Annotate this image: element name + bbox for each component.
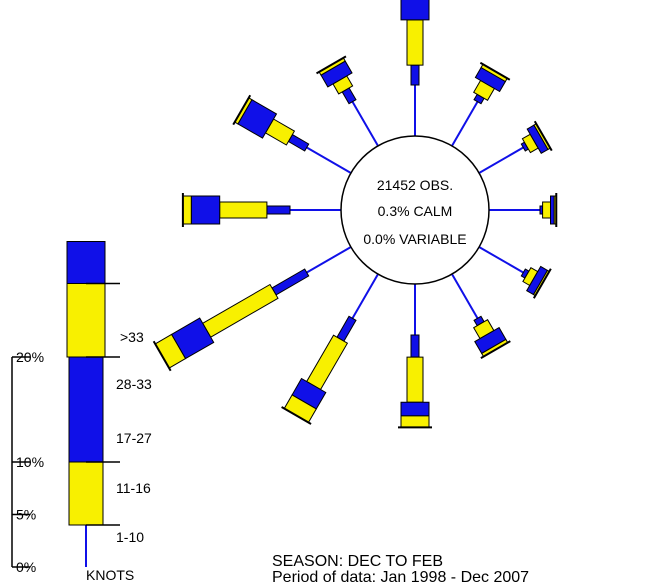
legend-label-0: >33 bbox=[120, 329, 144, 345]
variable-label: 0.0% VARIABLE bbox=[363, 231, 466, 247]
bar-270-band-3 bbox=[219, 201, 268, 219]
legend-label-2: 17-27 bbox=[116, 430, 152, 446]
obs-count-label: 21452 OBS. bbox=[377, 177, 453, 193]
rose-spokes bbox=[290, 85, 540, 335]
bar-180-band-4 bbox=[400, 401, 430, 417]
scale-label-5: 5% bbox=[16, 507, 36, 523]
bar-90-band-4 bbox=[550, 195, 555, 225]
legend-band-1 bbox=[68, 461, 104, 526]
bar-cap-240 bbox=[152, 340, 172, 372]
rose-bars bbox=[152, 0, 558, 429]
scale-ticks: 20% 10% 5% 0% bbox=[12, 349, 44, 575]
scale-label-10: 10% bbox=[16, 454, 44, 470]
spoke-60 bbox=[478, 146, 524, 174]
bar-cap-120 bbox=[532, 268, 552, 299]
bar-180-band-2 bbox=[410, 334, 420, 358]
spoke-210 bbox=[351, 273, 379, 319]
legend-band-4 bbox=[66, 241, 106, 284]
bar-210-band-2 bbox=[336, 315, 357, 342]
bar-cap-60 bbox=[533, 120, 553, 152]
spoke-30 bbox=[451, 101, 479, 147]
spoke-150 bbox=[451, 273, 479, 319]
bar-0-band-3 bbox=[406, 19, 424, 66]
bar-0-band-4 bbox=[400, 0, 430, 21]
legend-label-1: 28-33 bbox=[116, 376, 152, 392]
bar-180-band-5 bbox=[400, 415, 430, 428]
period-label: Period of data: Jan 1998 - Dec 2007 bbox=[272, 569, 529, 586]
bar-cap-210 bbox=[281, 406, 312, 425]
bar-0-band-2 bbox=[410, 64, 420, 86]
legend-label-4: 1-10 bbox=[116, 529, 144, 545]
legend-labels: >33 28-33 17-27 11-16 1-10 bbox=[116, 329, 152, 545]
bar-cap-30 bbox=[479, 61, 511, 81]
calm-label: 0.3% CALM bbox=[378, 203, 453, 219]
bar-240-band-3 bbox=[202, 283, 279, 338]
legend-band-3 bbox=[66, 283, 106, 358]
legend: 20% 10% 5% 0% >33 28-33 17-27 11-16 1-10 KNOTS bbox=[11, 241, 152, 583]
season-label: SEASON: DEC TO FEB bbox=[272, 553, 443, 570]
spoke-120 bbox=[478, 246, 524, 274]
bar-240-band-2 bbox=[271, 268, 310, 296]
units-label: KNOTS bbox=[86, 567, 134, 583]
legend-label-3: 11-16 bbox=[116, 480, 151, 496]
spoke-330 bbox=[351, 101, 379, 147]
spoke-300 bbox=[306, 146, 352, 174]
bar-270-band-4 bbox=[190, 195, 221, 225]
bar-210-band-3 bbox=[306, 334, 349, 391]
bar-cap-330 bbox=[316, 55, 347, 75]
bar-270-band-5 bbox=[182, 195, 192, 225]
bar-90-band-3 bbox=[542, 201, 551, 219]
scale-label-0: 0% bbox=[16, 559, 36, 575]
legend-band-2 bbox=[68, 356, 104, 463]
calm-circle bbox=[340, 135, 490, 285]
scale-label-20: 20% bbox=[16, 349, 44, 365]
bar-270-band-2 bbox=[266, 205, 291, 215]
bar-180-band-3 bbox=[406, 356, 424, 403]
bar-cap-150 bbox=[480, 340, 511, 359]
legend-bar bbox=[66, 241, 120, 567]
spoke-240 bbox=[306, 246, 352, 274]
bar-cap-300 bbox=[232, 94, 252, 126]
